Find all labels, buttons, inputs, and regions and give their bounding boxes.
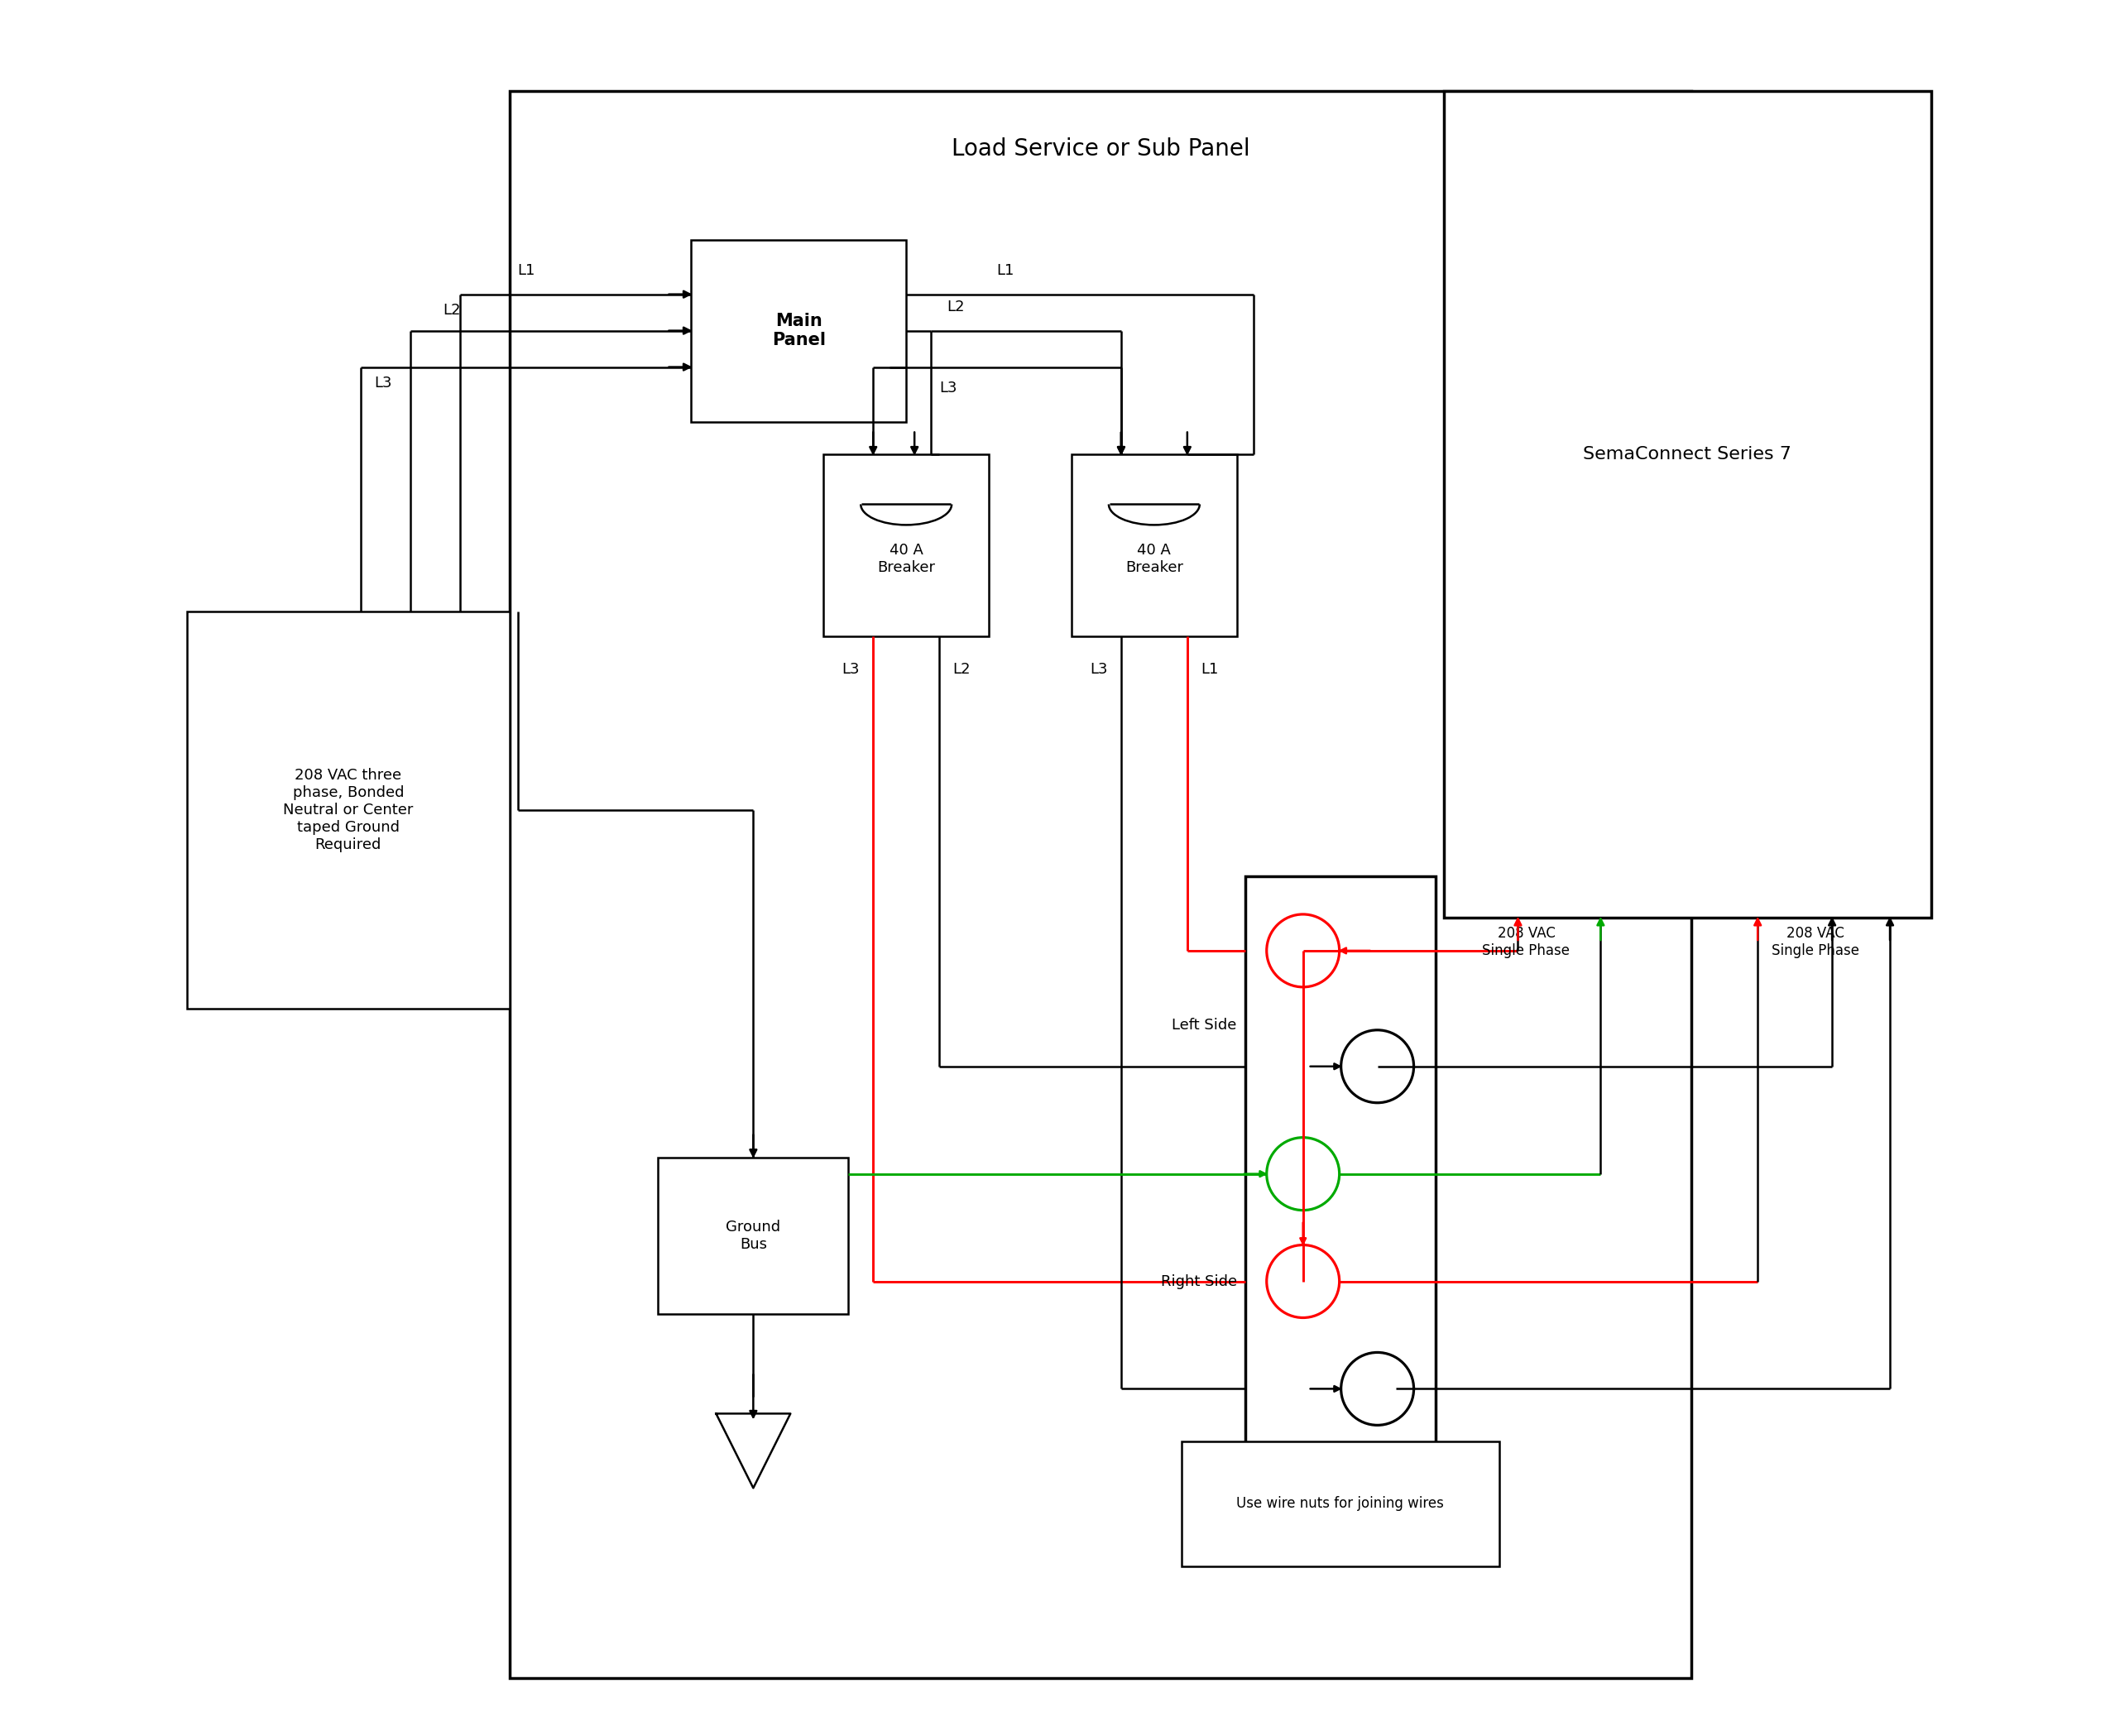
Text: 208 VAC
Single Phase: 208 VAC Single Phase [1483,925,1570,958]
Text: Right Side: Right Side [1160,1274,1236,1288]
Text: 208 VAC three
phase, Bonded
Neutral or Center
taped Ground
Required: 208 VAC three phase, Bonded Neutral or C… [283,769,414,852]
Text: L2: L2 [443,302,460,318]
Text: SemaConnect Series 7: SemaConnect Series 7 [1582,446,1791,464]
Text: Left Side: Left Side [1171,1017,1236,1033]
Text: 40 A
Breaker: 40 A Breaker [878,543,935,575]
Bar [692,240,905,422]
Bar [658,1158,848,1314]
Text: L1: L1 [517,262,534,278]
Text: L1: L1 [996,262,1015,278]
Text: Main
Panel: Main Panel [772,312,825,349]
Bar [509,90,1692,1679]
Text: L2: L2 [952,661,971,677]
Text: L2: L2 [947,299,964,314]
Text: L1: L1 [1201,661,1217,677]
Text: Use wire nuts for joining wires: Use wire nuts for joining wires [1236,1496,1443,1510]
Bar [1245,877,1435,1463]
Bar [188,611,509,1009]
Bar [1443,90,1931,918]
Text: L3: L3 [939,380,958,396]
Text: L3: L3 [842,661,861,677]
Text: 40 A
Breaker: 40 A Breaker [1125,543,1184,575]
Bar [1072,455,1236,637]
Text: Load Service or Sub Panel: Load Service or Sub Panel [952,137,1249,160]
Text: L3: L3 [1091,661,1108,677]
Text: L3: L3 [373,375,392,391]
Text: Ground
Bus: Ground Bus [726,1220,781,1252]
Text: 208 VAC
Single Phase: 208 VAC Single Phase [1772,925,1859,958]
Bar [823,455,990,637]
